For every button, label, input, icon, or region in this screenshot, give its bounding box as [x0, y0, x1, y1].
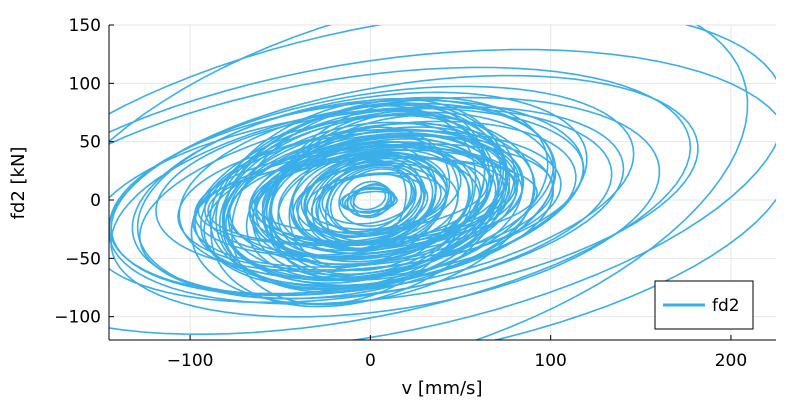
x-axis-title: v [mm/s] [402, 378, 483, 399]
y-axis-title: fd2 [kN] [8, 147, 29, 220]
series-line-fd2 [269, 110, 486, 276]
series-line-fd2 [222, 121, 499, 294]
series-line-fd2 [341, 187, 396, 213]
y-tick-label: −100 [54, 308, 101, 328]
series-line-fd2 [261, 140, 470, 266]
series-line-fd2 [230, 104, 477, 305]
legend-label-fd2: fd2 [712, 296, 740, 316]
series-line-fd2 [344, 190, 398, 213]
x-tick-label: 200 [715, 351, 747, 371]
series-line-fd2 [310, 173, 429, 235]
series-line-fd2 [324, 159, 407, 250]
series-line-fd2 [251, 144, 497, 266]
series-line-fd2 [227, 129, 518, 276]
series-line-fd2 [138, 106, 625, 300]
series-line-fd2 [109, 74, 699, 305]
series-line-fd2 [253, 155, 488, 233]
y-tick-label: 100 [69, 74, 101, 94]
series-line-fd2 [329, 166, 417, 235]
series-line-fd2 [311, 154, 437, 250]
series-line-fd2 [178, 102, 555, 278]
series-line-fd2 [203, 128, 509, 256]
series-line-fd2 [109, 48, 776, 340]
series-line-fd2 [306, 171, 448, 231]
series-line-fd2 [109, 66, 692, 336]
series-line-fd2 [109, 25, 749, 340]
series-fd2 [109, 25, 776, 340]
x-ticks: −100 0 100 200 [167, 335, 747, 371]
y-tick-label: 50 [79, 133, 101, 153]
y-tick-label: 150 [69, 16, 101, 36]
series-line-fd2 [218, 114, 511, 291]
series-line-fd2 [326, 164, 423, 236]
plot-area [109, 25, 776, 340]
axes [108, 25, 776, 341]
x-tick-label: 0 [365, 351, 376, 371]
series-line-fd2 [245, 132, 500, 281]
series-line-fd2 [303, 153, 437, 243]
series-line-fd2 [210, 102, 509, 308]
y-tick-label: 0 [90, 191, 101, 211]
series-line-fd2 [289, 151, 448, 251]
series-line-fd2 [131, 91, 588, 296]
x-tick-label: 100 [534, 351, 566, 371]
x-tick-label: −100 [167, 351, 214, 371]
legend: fd2 [654, 280, 754, 330]
series-line-fd2 [225, 133, 505, 280]
series-line-fd2 [288, 134, 460, 272]
series-line-fd2 [109, 25, 776, 340]
y-tick-label: −50 [65, 249, 101, 269]
series-line-fd2 [110, 96, 661, 318]
series-line-fd2 [177, 130, 562, 271]
series-line-fd2 [221, 122, 536, 287]
y-ticks: −100 −50 0 50 100 150 [54, 16, 114, 328]
